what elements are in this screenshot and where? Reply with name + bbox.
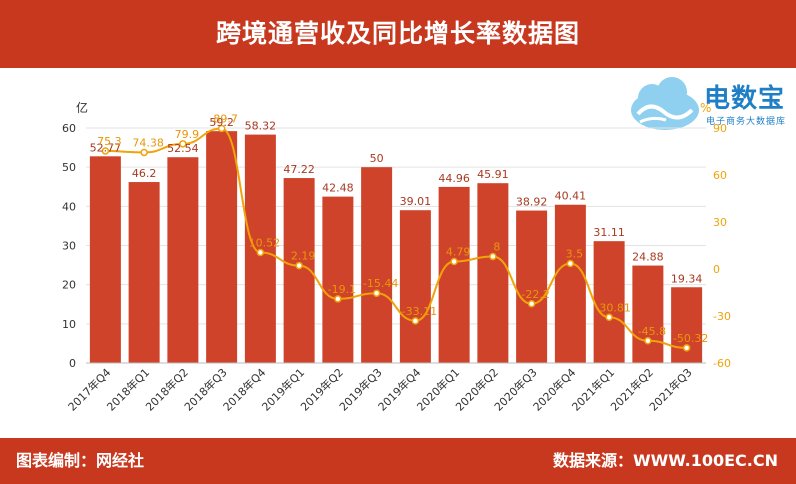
- bar-value-label: 42.48: [322, 182, 354, 195]
- logo-subtitle: 电子商务大数据库: [706, 117, 787, 127]
- growth-rate-point: [566, 259, 575, 268]
- growth-rate-point: [605, 313, 613, 322]
- bar: [516, 210, 548, 363]
- growth-rate-point: [411, 317, 420, 325]
- bar-value-label: 58.32: [245, 120, 277, 133]
- bar-value-label: 24.88: [632, 251, 664, 264]
- growth-rate-label: 4.79: [446, 245, 471, 258]
- growth-rate-point: [527, 300, 536, 308]
- bar-value-label: 31.11: [593, 226, 625, 239]
- growth-rate-point: [334, 295, 342, 303]
- right-tick-label: 0: [713, 263, 720, 276]
- growth-rate-label: -22.2: [521, 288, 549, 301]
- x-tick-label: 2021年Q3: [646, 365, 695, 414]
- bar-value-label: 44.96: [438, 172, 470, 185]
- left-tick-label: 10: [62, 318, 76, 331]
- bar-value-label: 52.54: [167, 142, 199, 155]
- growth-rate-label: 8: [493, 240, 500, 253]
- right-tick-label: 30: [713, 216, 727, 229]
- bar: [167, 157, 199, 363]
- growth-rate-point: [450, 257, 458, 266]
- bar-value-label: 39.01: [400, 195, 432, 208]
- bar: [593, 241, 625, 363]
- growth-rate-point: [644, 337, 652, 345]
- bar-value-label: 38.92: [516, 196, 548, 209]
- growth-rate-point: [217, 124, 226, 133]
- bar: [322, 196, 354, 363]
- growth-rate-label: -33.11: [402, 305, 437, 318]
- growth-rate-point: [489, 252, 497, 261]
- growth-rate-label: -19.1: [328, 283, 356, 296]
- growth-rate-label: 3.5: [566, 248, 584, 261]
- growth-rate-point: [682, 344, 691, 352]
- chart-title: 跨境通营收及同比增长率数据图: [215, 19, 580, 48]
- bar-value-label: 59.2: [209, 116, 234, 129]
- growth-rate-point: [256, 248, 265, 257]
- growth-rate-label: 10.52: [249, 237, 281, 250]
- data-source: 数据来源：WWW.100EC.CN: [552, 451, 778, 470]
- growth-rate-label: 89.7: [213, 112, 238, 125]
- chart-author: 图表编制：网经社: [16, 451, 145, 470]
- left-tick-label: 60: [62, 122, 76, 135]
- bar-value-label: 47.22: [283, 163, 315, 176]
- bar-value-label: 19.34: [671, 272, 703, 285]
- bar: [128, 182, 160, 363]
- bar: [206, 131, 238, 363]
- bar: [399, 210, 431, 363]
- growth-rate-label: 2.19: [291, 250, 316, 263]
- bar: [671, 287, 703, 363]
- bar: [89, 156, 121, 363]
- growth-rate-point: [372, 289, 381, 297]
- growth-rate-point: [101, 147, 110, 155]
- bar: [554, 204, 586, 363]
- right-axis-unit: %: [700, 101, 711, 115]
- cloud-logo-icon: [631, 77, 699, 130]
- logo-name: 电数宝: [704, 84, 786, 114]
- growth-rate-line: [105, 127, 687, 349]
- left-tick-label: 40: [62, 200, 76, 213]
- growth-rate-point: [179, 140, 187, 148]
- footer-bar: 图表编制：网经社 数据来源：WWW.100EC.CN: [0, 438, 796, 484]
- right-tick-label: 90: [713, 122, 727, 135]
- growth-rate-label: -15.44: [363, 277, 398, 290]
- brand-logo: 电数宝 电子商务大数据库: [628, 72, 793, 134]
- right-tick-label: -30: [713, 310, 731, 323]
- bar-value-label: 52.77: [90, 141, 122, 154]
- right-tick-label: -60: [713, 357, 731, 370]
- left-tick-label: 50: [62, 161, 76, 174]
- left-axis-unit: 亿: [76, 100, 88, 115]
- bar-value-label: 45.91: [477, 168, 509, 181]
- bar-value-label: 50: [370, 152, 384, 165]
- revenue-growth-chart: 亿 %0102030405060-60-3003060902017年Q42018年…: [62, 100, 731, 414]
- bar: [438, 186, 470, 363]
- growth-rate-point: [140, 148, 148, 157]
- growth-rate-label: 75.3: [97, 135, 122, 148]
- growth-rate-label: -30.81: [595, 301, 630, 314]
- growth-rate-point: [295, 261, 303, 270]
- growth-rate-label: 74.38: [132, 136, 164, 149]
- bar-value-label: 46.2: [132, 167, 157, 180]
- left-tick-label: 30: [62, 240, 76, 253]
- growth-rate-label: 79.9: [175, 128, 200, 141]
- bar: [632, 265, 664, 363]
- title-banner: 跨境通营收及同比增长率数据图: [0, 0, 796, 68]
- right-tick-label: 60: [713, 169, 727, 182]
- bar-value-label: 40.41: [555, 190, 587, 203]
- left-tick-label: 0: [69, 357, 76, 370]
- bar: [477, 183, 509, 363]
- growth-rate-label: -50.32: [673, 332, 708, 345]
- bar: [361, 167, 393, 363]
- growth-rate-label: -45.8: [638, 325, 666, 338]
- left-tick-label: 20: [62, 279, 76, 292]
